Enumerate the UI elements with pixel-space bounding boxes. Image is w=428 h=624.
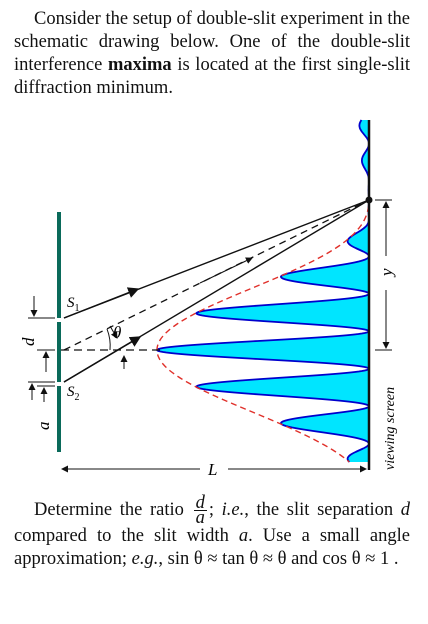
outro-d: d: [400, 499, 411, 520]
s1-label: S1: [67, 295, 80, 314]
double-slit-diagram: θ S1 S2 d a y L viewing screen: [19, 119, 398, 479]
y-label: y: [377, 268, 396, 278]
fraction-denominator: a: [195, 508, 205, 528]
d-label: d: [19, 337, 38, 346]
outro-text-1: Determine the ratio: [34, 499, 192, 520]
theta-label: θ: [113, 323, 121, 342]
outro-text-4: compared to the slit width: [14, 526, 239, 546]
intro-bold-maxima: maxima: [107, 55, 172, 75]
ray-s1-arrow: [63, 287, 140, 319]
s2-label: S2: [67, 384, 80, 403]
interference-pattern-curve: [155, 119, 370, 463]
outro-a: a: [238, 526, 249, 546]
outro-text-6: , sin θ ≈ tan θ ≈ θ and cos θ ≈ 1 .: [158, 549, 399, 569]
intro-text-1: Consider the setup of double-slit experi…: [14, 9, 410, 75]
outro-ie: i.e.: [221, 499, 245, 520]
outro-text-2: ;: [208, 499, 222, 520]
viewing-screen-label: viewing screen: [383, 387, 398, 470]
theta-arc: [106, 328, 111, 351]
outro-eg: e.g.: [131, 549, 159, 569]
problem-question: Determine the ratio d a; i.e., the slit s…: [14, 493, 411, 571]
problem-intro: Consider the setup of double-slit experi…: [14, 8, 410, 100]
center-ray-arrow: [199, 257, 253, 284]
barrier-top: [57, 212, 61, 318]
outro-text-3: , the slit separation: [244, 499, 401, 520]
outro-text-5: . Use a small angle approximation;: [14, 526, 410, 569]
L-label: L: [207, 460, 217, 479]
diffraction-envelope: [156, 196, 370, 463]
barrier-middle: [57, 322, 61, 382]
a-label: a: [34, 422, 53, 431]
intro-text-2: is located at the first single-slit diff…: [14, 55, 410, 98]
theta-pointer-top: [109, 325, 118, 339]
fraction-numerator: d: [193, 493, 207, 513]
interference-pattern-fill: [157, 120, 369, 462]
barrier-bottom: [57, 386, 61, 452]
ray-s2-arrow: [63, 336, 142, 383]
